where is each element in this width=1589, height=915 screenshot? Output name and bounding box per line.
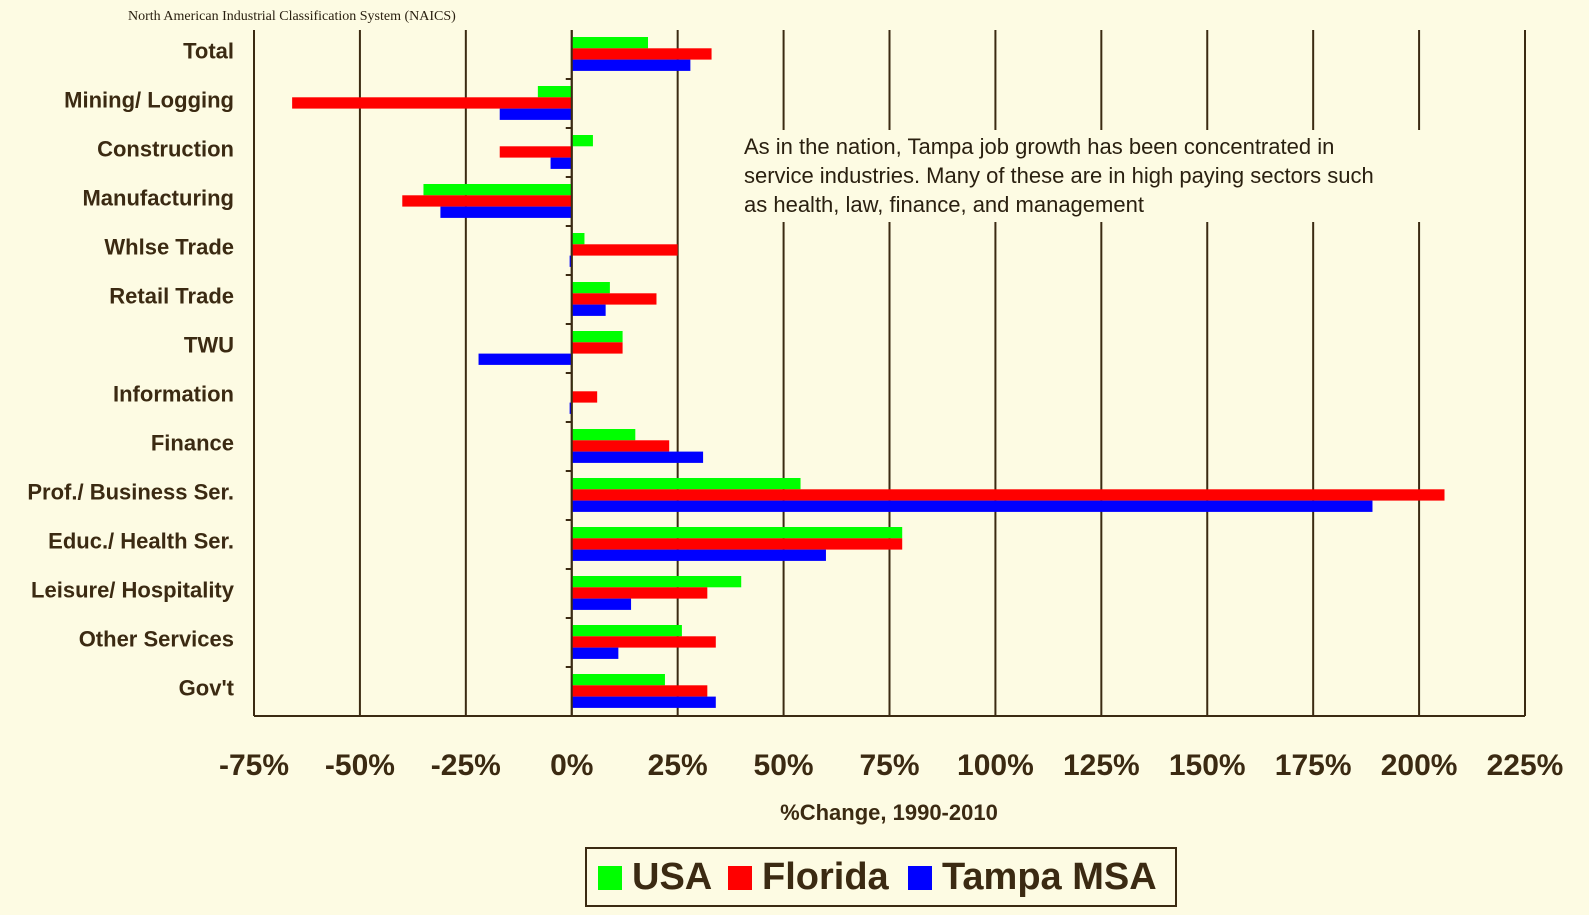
y-tick-label: Educ./ Health Ser. — [48, 528, 234, 553]
bar — [571, 625, 682, 637]
x-tick-label: 100% — [957, 749, 1034, 782]
x-tick-label: 75% — [859, 749, 919, 782]
annotation-bg — [736, 130, 1436, 222]
bar — [571, 59, 691, 71]
y-tick-label: Retail Trade — [109, 283, 234, 308]
x-tick-label: 25% — [648, 749, 708, 782]
bar — [569, 402, 572, 414]
y-tick-label: Prof./ Business Ser. — [27, 479, 234, 504]
x-tick-label: 0% — [550, 749, 593, 782]
y-tick-label: Information — [113, 381, 234, 406]
bar — [571, 440, 670, 452]
bar — [423, 184, 572, 196]
bar — [571, 576, 742, 588]
bar — [499, 146, 572, 158]
y-tick-label: Finance — [151, 430, 234, 455]
bar — [402, 195, 572, 207]
bar — [571, 282, 610, 294]
bar — [571, 527, 903, 539]
y-tick-label: Whlse Trade — [104, 234, 234, 259]
x-tick-label: 225% — [1487, 749, 1564, 782]
bar — [571, 429, 636, 441]
legend-swatch — [908, 866, 932, 890]
bar — [499, 108, 572, 120]
x-tick-label: 50% — [754, 749, 814, 782]
legend: USA Florida Tampa MSA — [585, 847, 1177, 907]
y-tick-label: Total — [183, 38, 234, 63]
x-tick-label: 125% — [1063, 749, 1140, 782]
legend-label: Florida — [762, 856, 890, 898]
bar — [571, 685, 708, 697]
x-tick-label: -50% — [325, 749, 395, 782]
bar — [571, 538, 903, 550]
bar — [478, 353, 572, 365]
x-tick-label: 150% — [1169, 749, 1246, 782]
bar — [571, 135, 593, 147]
y-tick-label: Manufacturing — [82, 185, 234, 210]
y-tick-label: Gov't — [179, 675, 235, 700]
x-tick-label: 175% — [1275, 749, 1352, 782]
bar — [571, 233, 585, 245]
x-tick-label: 200% — [1381, 749, 1458, 782]
bar — [571, 674, 665, 686]
bar — [571, 696, 716, 708]
bar — [571, 647, 619, 659]
bar — [550, 157, 572, 169]
bar — [571, 549, 826, 561]
bar — [571, 598, 632, 610]
bar — [571, 478, 801, 490]
x-tick-label: -75% — [219, 749, 289, 782]
note: North American Industrial Classification… — [128, 9, 456, 24]
bar — [571, 331, 623, 343]
bar — [571, 391, 598, 403]
y-tick-label: Mining/ Logging — [64, 87, 234, 112]
bar — [571, 37, 649, 49]
legend-swatch — [728, 866, 752, 890]
bar — [537, 86, 572, 98]
y-tick-label: Construction — [97, 136, 234, 161]
bar — [571, 48, 712, 60]
bar — [569, 255, 572, 267]
bar — [571, 451, 704, 463]
legend-label: Tampa MSA — [942, 856, 1157, 898]
y-tick-label: TWU — [184, 332, 234, 357]
annotation: as health, law, finance, and management — [744, 192, 1144, 217]
legend-swatch — [598, 866, 622, 890]
bar — [571, 342, 623, 354]
x-tick-label: -25% — [431, 749, 501, 782]
bar — [571, 587, 708, 599]
y-tick-label: Other Services — [79, 626, 234, 651]
bar — [571, 500, 1373, 512]
bar — [571, 293, 657, 305]
bar — [571, 489, 1445, 501]
y-tick-label: Leisure/ Hospitality — [31, 577, 235, 602]
bar — [571, 244, 678, 256]
annotation: As in the nation, Tampa job growth has b… — [744, 134, 1334, 159]
bar — [292, 97, 572, 109]
legend-label: USA — [632, 856, 712, 898]
legend-box — [585, 847, 1177, 907]
bar — [571, 636, 716, 648]
x-axis-label: %Change, 1990-2010 — [780, 800, 998, 825]
bar — [440, 206, 572, 218]
annotation: service industries. Many of these are in… — [744, 163, 1374, 188]
bar — [571, 304, 606, 316]
